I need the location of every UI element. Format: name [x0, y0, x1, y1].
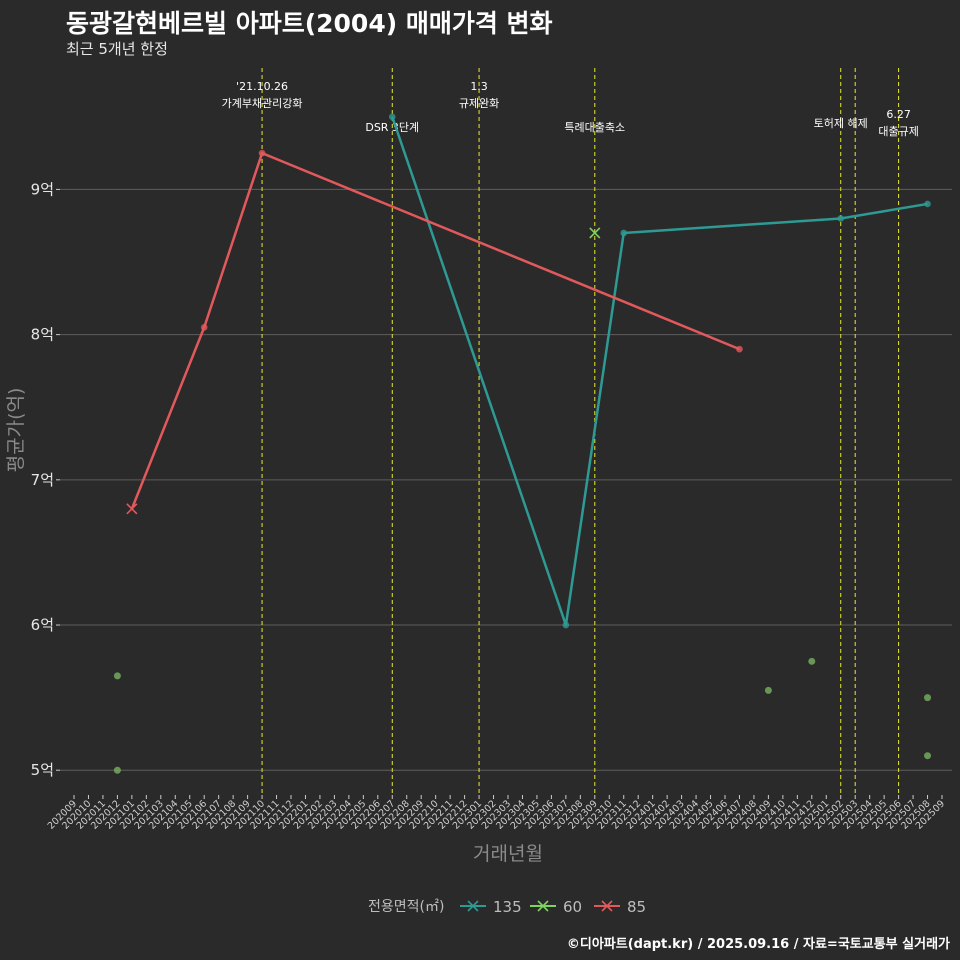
series-point-85 — [200, 324, 208, 331]
legend-key-cross — [601, 900, 613, 912]
grid-lines — [60, 188, 952, 771]
series-point-135 — [924, 200, 931, 208]
legend-item-60: 60 — [530, 898, 582, 916]
legend-key-cross-stroke-b — [601, 900, 613, 912]
scatter-point — [764, 686, 772, 694]
series-point-60-stroke-b — [589, 227, 601, 239]
legend-label: 60 — [563, 898, 582, 916]
event-label: 특례대출축소 — [564, 121, 625, 134]
y-tick-label: 8억 — [31, 326, 54, 344]
scatter-point — [808, 657, 816, 665]
scatter-point — [924, 752, 932, 760]
source-caption: ©디아파트(dapt.kr) / 2025.09.16 / 자료=국토교통부 실… — [566, 937, 950, 952]
series-point-60 — [589, 227, 601, 239]
legend-item-135: 135 — [460, 898, 522, 916]
series-line-135 — [391, 116, 928, 627]
event-label: '21.10.26 — [236, 80, 288, 93]
event-label: 대출규제 — [878, 125, 918, 138]
y-tick-label: 6억 — [31, 616, 54, 634]
scatter-point — [113, 766, 121, 774]
scatter-point — [924, 694, 932, 702]
y-tick-label: 9억 — [31, 180, 54, 198]
legend-key-cross — [537, 900, 549, 912]
y-axis-title: 평균가(억) — [5, 388, 27, 473]
series-point-85 — [736, 345, 743, 353]
series-point-135 — [562, 621, 570, 629]
legend-item-85: 85 — [594, 898, 646, 916]
series-point-135 — [837, 215, 845, 222]
series-point-85 — [126, 503, 138, 515]
legend: 전용면적(㎡) 135 60 85 — [368, 898, 646, 916]
axes: 5억6억7억8억9억202009202010202011202012202101… — [31, 180, 947, 831]
legend-title: 전용면적(㎡) — [368, 899, 444, 915]
legend-key-cross — [467, 900, 479, 912]
series-point-85-stroke-b — [126, 503, 138, 515]
x-axis-title: 거래년월 — [473, 843, 543, 865]
y-tick-label: 5억 — [31, 761, 54, 779]
series-line-85 — [130, 151, 740, 510]
legend-label: 135 — [493, 898, 522, 916]
y-tick-label: 7억 — [31, 471, 54, 489]
chart-subtitle: 최근 5개년 한정 — [66, 40, 168, 58]
event-label: 토허제 해제 — [814, 116, 868, 130]
legend-key-cross-stroke-b — [467, 900, 479, 912]
event-label: 1.3 — [470, 80, 488, 93]
legend-key-cross-stroke-b — [537, 900, 549, 912]
data-series — [113, 113, 932, 774]
event-label: DSR 3단계 — [365, 121, 419, 134]
chart-title: 동광갈현베르빌 아파트(2004) 매매가격 변화 — [66, 9, 553, 38]
event-label: 가계부채관리강화 — [222, 97, 303, 110]
series-point-135 — [620, 229, 628, 237]
event-label: 6.27 — [886, 108, 911, 121]
scatter-point — [113, 672, 121, 680]
event-label: 규제완화 — [459, 97, 499, 110]
series-point-135 — [388, 113, 396, 121]
legend-label: 85 — [627, 898, 646, 916]
series-point-85 — [258, 149, 266, 157]
